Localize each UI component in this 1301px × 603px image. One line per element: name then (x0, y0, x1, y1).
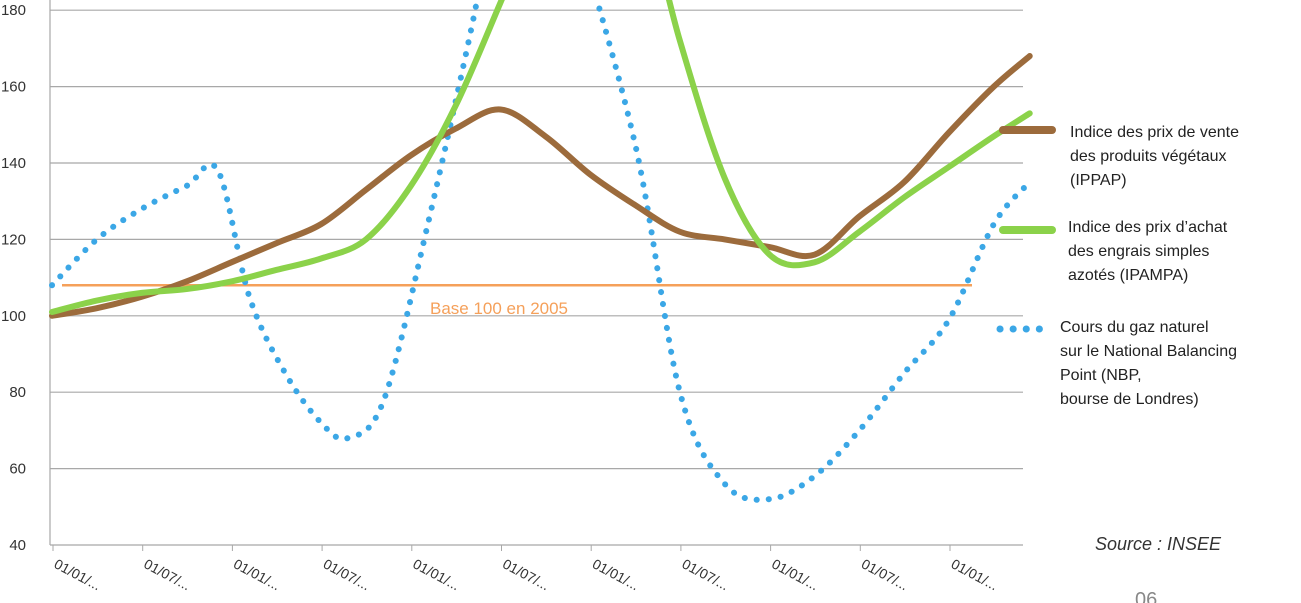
x-tick-label: 01/01/... (410, 556, 462, 594)
legend-ippap: Indice des prix de vente des produits vég… (1003, 124, 1239, 189)
legend-label: Indice des prix de vente (1070, 124, 1239, 141)
x-tick-label: 01/01/... (590, 556, 642, 594)
legend-label: bourse de Londres) (1060, 391, 1199, 408)
y-axis: 40 60 80 100 120 140 160 180 (1, 2, 26, 554)
base-100-label: Base 100 en 2005 (430, 299, 568, 318)
y-tick-label: 120 (1, 231, 26, 248)
x-tick-label: 01/07/... (679, 556, 731, 594)
legend-label: azotés (IPAMPA) (1068, 267, 1188, 284)
legend-label: sur le National Balancing (1060, 343, 1237, 360)
legend-label: Cours du gaz naturel (1060, 319, 1209, 336)
nbp-gas-line (52, 0, 1030, 500)
source-label: Source : INSEE (1095, 534, 1222, 554)
y-tick-label: 80 (9, 384, 26, 401)
x-tick-label: 01/07/... (321, 556, 373, 594)
ipampa-line (52, 0, 1030, 312)
ippap-line (52, 56, 1030, 316)
y-tick-label: 100 (1, 308, 26, 325)
legend-ipampa: Indice des prix d’achat des engrais simpl… (1003, 219, 1228, 284)
y-tick-label: 60 (9, 461, 26, 478)
x-tick-label: 01/07/... (141, 556, 193, 594)
x-tick-label: 01/01/... (52, 556, 104, 594)
grid-lines (50, 0, 1023, 545)
legend: Indice des prix de vente des produits vég… (1000, 124, 1239, 408)
x-axis: 01/01/... 01/07/... 01/01/... 01/07/... 01/0… (52, 545, 1001, 593)
legend-label: des engrais simples (1068, 243, 1209, 260)
x-tick-label: 01/01/... (949, 556, 1001, 594)
legend-label: Indice des prix d’achat (1068, 219, 1228, 236)
x-tick-label: 01/01/... (769, 556, 821, 594)
x-tick-label: 01/01/... (231, 556, 283, 594)
series-lines (52, 0, 1030, 500)
y-tick-label: 180 (1, 2, 26, 19)
page-number: 06 (1135, 589, 1157, 603)
y-tick-label: 140 (1, 155, 26, 172)
y-tick-label: 40 (9, 537, 26, 554)
legend-label: (IPPAP) (1070, 172, 1127, 189)
y-tick-label: 160 (1, 79, 26, 96)
legend-label: Point (NBP, (1060, 367, 1142, 384)
x-tick-label: 01/07/... (859, 556, 911, 594)
legend-nbp-gas: Cours du gaz naturel sur le National Bala… (1000, 319, 1237, 408)
x-tick-label: 01/07/... (500, 556, 552, 594)
legend-label: des produits végétaux (1070, 148, 1227, 165)
